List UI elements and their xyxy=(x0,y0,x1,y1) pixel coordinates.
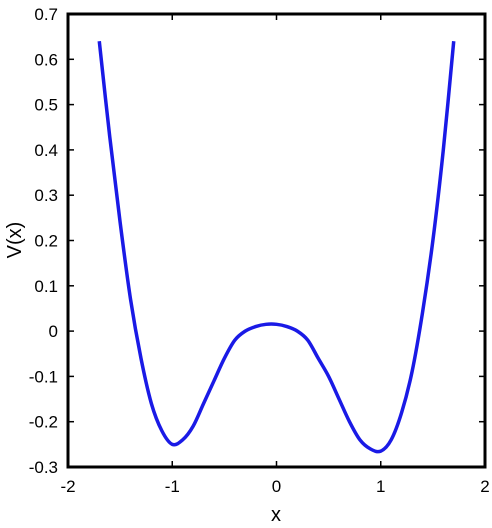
y-tick-label: 0.7 xyxy=(34,5,58,24)
y-tick-label: 0.3 xyxy=(34,186,58,205)
x-tick-label: 1 xyxy=(376,477,385,496)
y-tick-label: 0.2 xyxy=(34,232,58,251)
series-layer xyxy=(97,40,456,454)
x-axis-ticks: -2 -1 0 1 2 xyxy=(60,14,490,496)
plot-area-frame xyxy=(66,12,487,469)
y-tick-label: -0.1 xyxy=(29,367,58,386)
x-tick-label: -1 xyxy=(165,477,180,496)
x-tick-label: 2 xyxy=(480,477,489,496)
y-tick-label: 0.5 xyxy=(34,96,58,115)
x-axis-label: x xyxy=(271,504,281,526)
y-axis-ticks: -0.3 -0.2 -0.1 0 0.1 0.2 0.3 0.4 0.5 0.6 0.7 xyxy=(29,5,485,477)
potential-curve-line xyxy=(97,40,456,454)
y-tick-label: -0.3 xyxy=(29,458,58,477)
x-tick-label: 0 xyxy=(272,477,281,496)
y-tick-label: 0.4 xyxy=(34,141,58,160)
y-tick-label: 0.6 xyxy=(34,50,58,69)
y-axis-label: V(x) xyxy=(4,222,26,259)
y-tick-label: -0.2 xyxy=(29,413,58,432)
y-tick-label: 0.1 xyxy=(34,277,58,296)
x-tick-label: -2 xyxy=(60,477,75,496)
y-tick-label: 0 xyxy=(49,322,58,341)
